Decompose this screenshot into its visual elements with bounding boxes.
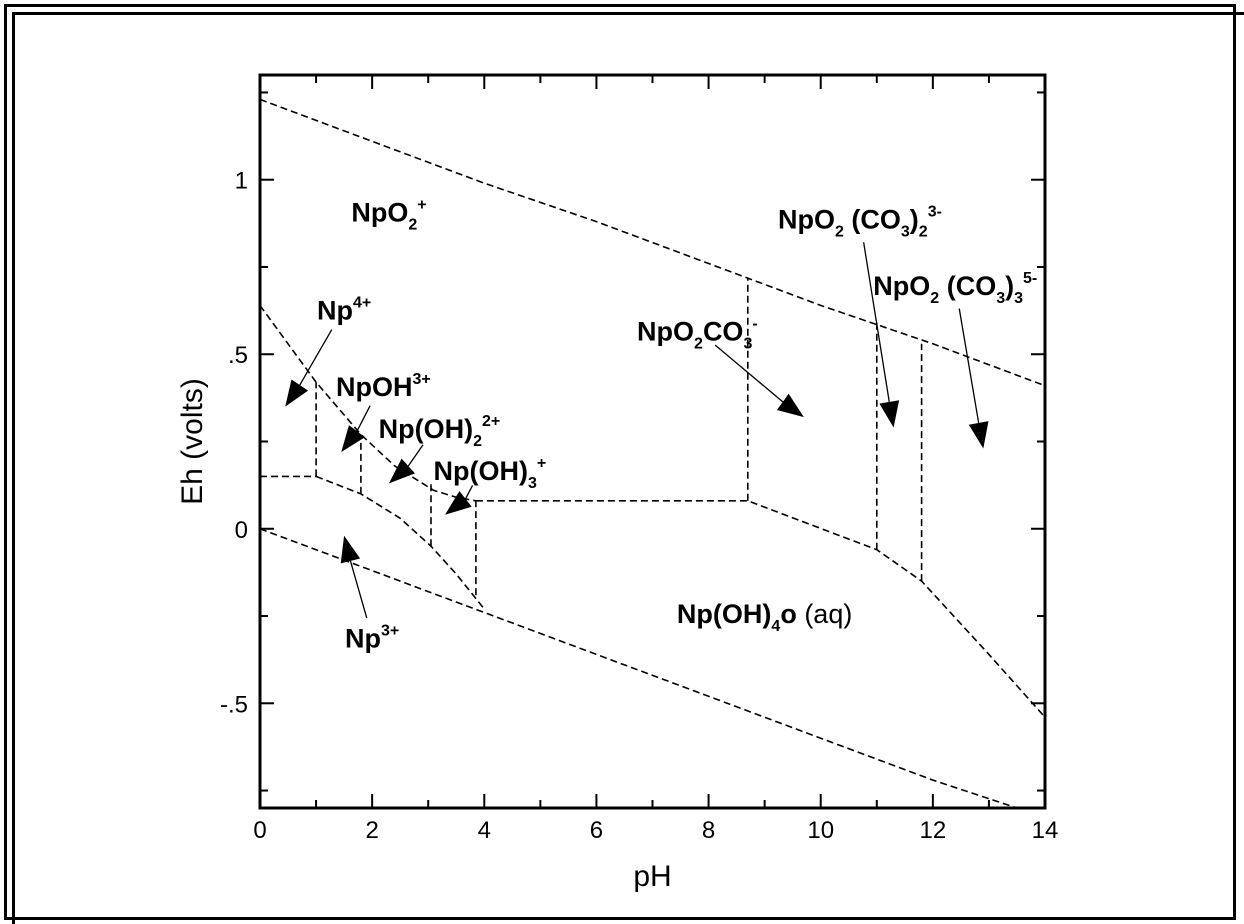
species-label-part: 3 — [996, 290, 1005, 307]
species-label-part: 2 — [930, 290, 939, 307]
arrow-line-npo2co3 — [714, 344, 784, 403]
species-label-part: CO — [703, 316, 744, 346]
species-label-part: Np(OH) — [379, 414, 473, 444]
species-label-part: 3 — [743, 335, 752, 352]
arrow-line-npoh2 — [407, 444, 424, 467]
figure-frame-outer — [4, 4, 1236, 920]
arrow-line-npoh3p — [464, 485, 474, 500]
y-tick-label: 0 — [235, 517, 248, 544]
boundary-line-2 — [259, 304, 477, 502]
species-label-part: + — [537, 455, 546, 472]
species-label-part: NpO — [873, 271, 930, 301]
x-tick-label: 0 — [253, 817, 266, 844]
species-label-part: 2 — [694, 335, 703, 352]
species-label-part: 4+ — [353, 294, 371, 311]
species-label-part: NpO — [351, 198, 408, 228]
species-label-part: - — [752, 315, 757, 332]
y-tick-label: 1 — [235, 168, 248, 195]
arrow-head-npo2co33 — [968, 421, 989, 449]
species-label-part: Np — [317, 295, 353, 325]
arrow-head-npoh3 — [341, 425, 365, 452]
boundary-lines-layer — [259, 98, 1046, 809]
arrow-layer — [285, 242, 989, 619]
species-label-part: ) — [1005, 271, 1014, 301]
species-label-part: 2 — [919, 224, 928, 241]
species-label-part: 3- — [928, 204, 942, 221]
species-label-part: 3+ — [381, 622, 399, 639]
arrow-head-npo2co32 — [879, 400, 900, 428]
arrow-head-npo2co3 — [776, 393, 804, 418]
species-label-npo2co33: NpO2 (CO3)35- — [873, 270, 1037, 307]
boundary-line-5 — [475, 499, 1046, 718]
x-tick-label: 14 — [1032, 817, 1059, 844]
x-tick-label: 12 — [920, 817, 947, 844]
species-label-npo2: NpO2+ — [351, 197, 426, 234]
species-label-npoh3: NpOH3+ — [336, 371, 431, 402]
species-label-part: 2 — [473, 433, 482, 450]
y-tick-label: -.5 — [220, 691, 248, 718]
species-label-part: o — [780, 599, 797, 629]
x-tick-label: 8 — [702, 817, 715, 844]
x-tick-label: 6 — [590, 817, 603, 844]
arrow-line-npo2co33 — [958, 308, 980, 424]
species-label-part: ) — [910, 205, 919, 235]
species-label-part: + — [417, 197, 426, 214]
y-axis-title: Eh (volts) — [176, 378, 209, 505]
x-axis-title: pH — [633, 860, 671, 893]
species-label-part: 5- — [1023, 270, 1037, 287]
species-label-npoh3p: Np(OH)3+ — [434, 455, 547, 492]
arrow-head-np3 — [340, 535, 361, 564]
figure-frame-inner — [12, 12, 1244, 924]
boundary-line-0 — [259, 98, 1046, 387]
boundary-line-1 — [259, 528, 1018, 809]
species-label-np3: Np3+ — [345, 622, 399, 653]
species-label-part: NpO — [778, 205, 835, 235]
arrow-head-npoh2 — [388, 458, 415, 484]
species-label-npo2co32: NpO2 (CO3)23- — [778, 204, 942, 241]
species-label-npoh4: Np(OH)4o (aq) — [677, 599, 852, 635]
arrow-line-npo2co32 — [862, 242, 890, 403]
boundary-line-4 — [315, 475, 485, 610]
x-tick-label: 2 — [365, 817, 378, 844]
species-label-part: 2 — [408, 217, 417, 234]
species-label-np4: Np4+ — [317, 294, 371, 325]
species-labels-layer: NpO2+Np4+NpOH3+Np(OH)22+Np(OH)3+Np3+NpO2… — [317, 197, 1037, 654]
arrow-head-np4 — [285, 379, 309, 407]
species-label-part: (CO — [844, 205, 901, 235]
species-label-part: Np(OH) — [677, 599, 771, 629]
arrow-line-np4 — [299, 329, 333, 386]
species-label-npoh2: Np(OH)22+ — [379, 413, 501, 450]
species-label-part: Np — [345, 623, 381, 653]
x-tick-label: 10 — [807, 817, 834, 844]
arrow-line-np3 — [349, 560, 368, 619]
species-label-npo2co3: NpO2CO3- — [637, 315, 758, 352]
y-tick-label: .5 — [228, 342, 248, 369]
arrow-line-npoh3 — [356, 405, 371, 432]
axis-ticks-layer: 0 2 4 6 8 10 12 14 -.5 0 .5 1 — [220, 75, 1058, 844]
arrow-head-npoh3p — [445, 490, 472, 515]
species-label-part: NpO — [637, 316, 694, 346]
species-label-part: (CO — [939, 271, 996, 301]
species-label-part: 3 — [1014, 290, 1023, 307]
x-tick-label: 4 — [478, 817, 491, 844]
species-label-part: 3 — [528, 475, 537, 492]
species-label-part: NpOH — [336, 372, 413, 402]
species-label-part: Np(OH) — [434, 456, 528, 486]
species-label-part: 2 — [835, 224, 844, 241]
species-label-part: 3+ — [412, 371, 430, 388]
species-label-part: 3 — [901, 224, 910, 241]
species-label-part: 2+ — [482, 413, 500, 430]
species-label-part: (aq) — [797, 599, 853, 629]
species-label-part: 4 — [771, 618, 780, 635]
